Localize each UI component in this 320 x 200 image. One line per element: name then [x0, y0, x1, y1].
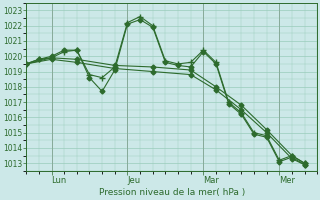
X-axis label: Pression niveau de la mer( hPa ): Pression niveau de la mer( hPa ): [99, 188, 245, 197]
